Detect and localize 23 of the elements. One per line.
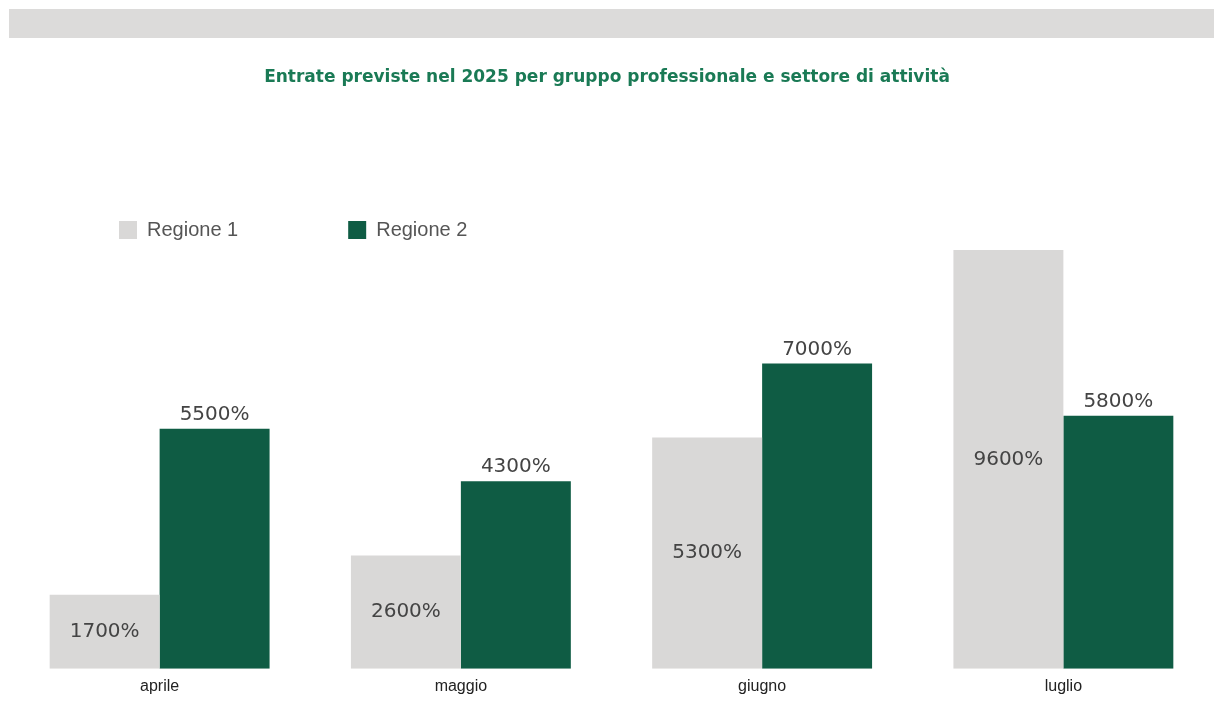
bar bbox=[953, 250, 1064, 669]
data-label: 9600% bbox=[973, 445, 1044, 470]
data-label: 5500% bbox=[179, 401, 250, 426]
bar bbox=[762, 363, 873, 669]
x-tick-label: giugno bbox=[738, 676, 787, 694]
data-label: 7000% bbox=[782, 335, 853, 360]
x-tick-label: maggio bbox=[434, 676, 488, 694]
bar bbox=[1063, 415, 1174, 669]
legend-label: Regione 1 bbox=[147, 217, 239, 240]
bar bbox=[350, 555, 461, 669]
bar bbox=[159, 428, 270, 669]
bar bbox=[49, 594, 160, 669]
data-label: 1700% bbox=[69, 617, 140, 642]
legend-label: Regione 2 bbox=[376, 217, 468, 240]
bar bbox=[460, 481, 571, 669]
data-label: 5800% bbox=[1083, 387, 1154, 412]
data-label: 4300% bbox=[480, 453, 551, 478]
bar bbox=[652, 437, 763, 669]
x-tick-label: luglio bbox=[1044, 676, 1083, 694]
chart-title: Entrate previste nel 2025 per gruppo professionale e settore di attività bbox=[263, 66, 951, 86]
data-label: 2600% bbox=[370, 598, 441, 623]
x-tick-label: aprile bbox=[140, 676, 180, 694]
data-label: 5300% bbox=[672, 539, 743, 564]
